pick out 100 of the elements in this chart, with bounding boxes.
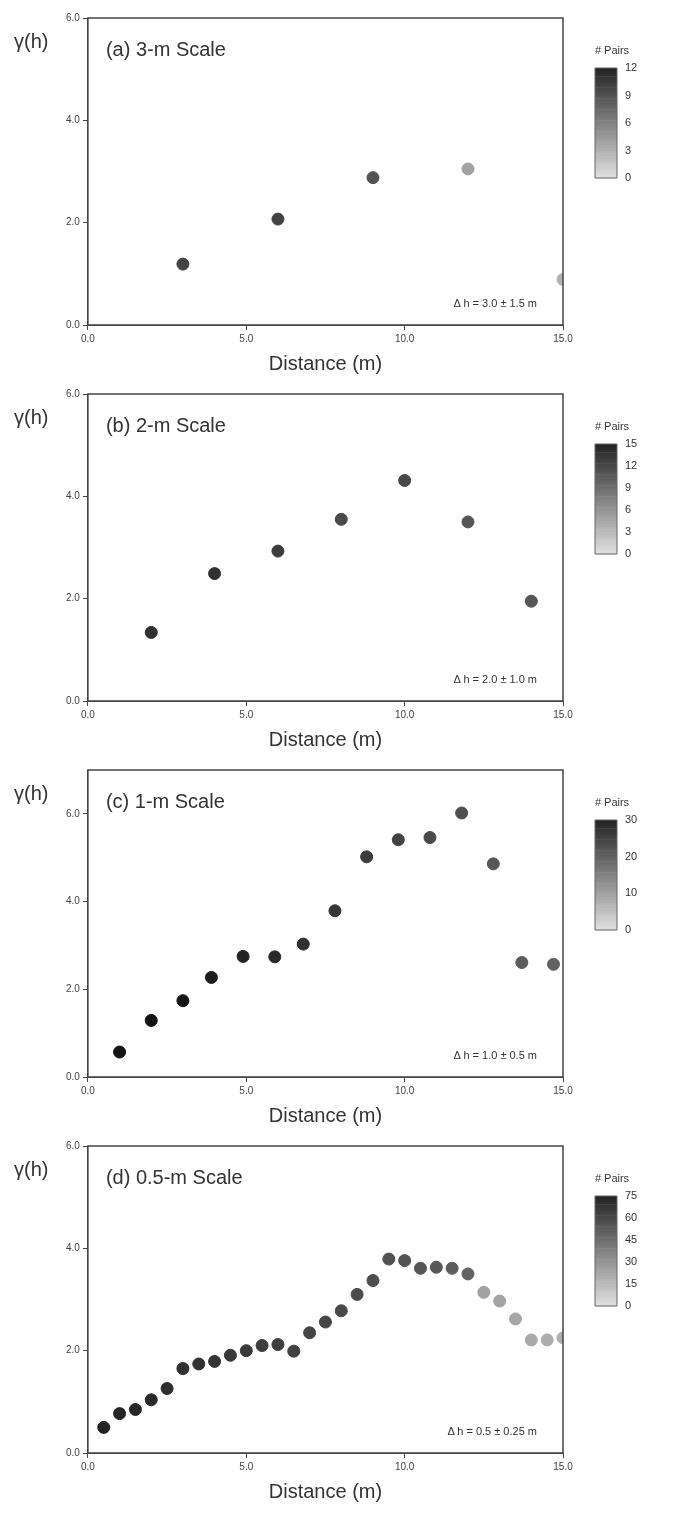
y-tick-label: 6.0	[66, 1139, 81, 1151]
point	[144, 625, 158, 639]
color-bar-label: 0	[625, 923, 632, 936]
color-bar-label: 15	[625, 437, 638, 450]
x-axis-title: Distance (m)	[268, 1103, 383, 1126]
text: (d) 0.5-m Scale	[105, 1166, 243, 1188]
y-tick-label: 4.0	[66, 1242, 81, 1254]
x-axis-title: Distance (m)	[268, 351, 383, 374]
x-tick-label: 15.0	[553, 1084, 574, 1096]
color-bar-label: 3	[625, 143, 632, 156]
y-axis-title: γ(h)	[14, 30, 49, 52]
point	[176, 994, 190, 1008]
color-bar-title: # Pairs	[594, 44, 630, 56]
point	[268, 950, 282, 964]
point	[398, 473, 412, 487]
y-tick-label: 6.0	[66, 11, 81, 23]
point	[461, 162, 475, 176]
x-tick-label: 15.0	[553, 332, 574, 344]
y-axis-title: γ(h)	[14, 782, 49, 804]
color-bar-label: 12	[625, 61, 638, 74]
y-tick-label: 6.0	[66, 387, 81, 399]
point	[366, 171, 380, 185]
point	[236, 949, 250, 963]
y-tick-label: 0.0	[66, 694, 81, 706]
point	[208, 567, 222, 581]
annotation: Δ h = 0.5 ± 0.25 m	[447, 1425, 537, 1437]
color-bar-label: 0	[625, 1299, 632, 1312]
annotation: Δ h = 1.0 ± 0.5 m	[453, 1049, 537, 1061]
color-bar-label: 6	[625, 116, 632, 129]
y-tick-label: 0.0	[66, 1070, 81, 1082]
x-tick-label: 5.0	[239, 332, 254, 344]
point	[97, 1420, 111, 1434]
x-tick-label: 0.0	[80, 708, 96, 720]
point	[334, 512, 348, 526]
point	[328, 904, 342, 918]
color-bar-label: 0	[625, 547, 632, 560]
annotation: Δ h = 3.0 ± 1.5 m	[453, 297, 537, 309]
point	[461, 515, 475, 529]
point	[239, 1344, 253, 1358]
point	[455, 806, 469, 820]
point	[271, 544, 285, 558]
x-tick-label: 10.0	[394, 1460, 415, 1472]
x-tick-label: 15.0	[553, 1460, 574, 1472]
point	[360, 850, 374, 864]
point	[255, 1339, 269, 1353]
text: (c) 1-m Scale	[105, 790, 225, 812]
x-tick-label: 10.0	[394, 332, 415, 344]
color-bar-title: # Pairs	[594, 796, 630, 808]
x-axis-title: Distance (m)	[268, 727, 383, 750]
point	[144, 1013, 158, 1027]
text: (a) 3-m Scale	[105, 38, 226, 60]
point	[508, 1312, 522, 1326]
x-tick-label: 0.0	[80, 332, 96, 344]
x-tick-label: 0.0	[80, 1084, 96, 1096]
x-tick-label: 15.0	[553, 708, 574, 720]
color-bar-title: # Pairs	[594, 1172, 630, 1184]
color-bar-label: 45	[625, 1233, 638, 1246]
point	[128, 1403, 142, 1417]
y-tick-label: 0.0	[66, 318, 81, 330]
point	[547, 957, 560, 971]
point	[113, 1407, 127, 1421]
y-tick-label: 2.0	[66, 1344, 81, 1356]
point	[391, 833, 405, 847]
point	[176, 1362, 190, 1376]
point	[524, 1333, 538, 1347]
point	[413, 1261, 427, 1275]
color-bar-label: 15	[625, 1277, 638, 1290]
y-tick-label: 2.0	[66, 216, 81, 228]
point	[208, 1354, 222, 1368]
y-tick-label: 4.0	[66, 895, 81, 907]
color-bar-label: 12	[625, 459, 638, 472]
point	[318, 1315, 332, 1329]
point	[461, 1267, 475, 1281]
point	[192, 1357, 206, 1371]
color-bar-label: 6	[625, 503, 632, 516]
point	[423, 831, 437, 845]
color-bar-label: 30	[625, 1255, 638, 1268]
point	[303, 1326, 317, 1340]
point	[160, 1382, 174, 1396]
color-bar-label: 60	[625, 1211, 638, 1224]
point	[223, 1348, 237, 1362]
color-bar-label: 75	[625, 1189, 638, 1202]
y-axis-title: γ(h)	[14, 406, 49, 428]
point	[271, 1338, 285, 1352]
point	[287, 1344, 301, 1358]
point	[445, 1261, 459, 1275]
point	[493, 1294, 507, 1308]
point	[382, 1252, 396, 1266]
point	[350, 1287, 364, 1301]
x-tick-label: 10.0	[394, 708, 415, 720]
point	[524, 594, 538, 608]
color-bar-label: 10	[625, 886, 638, 899]
color-bar-label: 20	[625, 849, 638, 862]
point	[540, 1333, 554, 1347]
annotation: Δ h = 2.0 ± 1.0 m	[453, 673, 537, 685]
color-bar-label: 30	[625, 813, 638, 826]
y-tick-label: 4.0	[66, 490, 81, 502]
y-tick-label: 6.0	[66, 807, 81, 819]
point	[429, 1260, 443, 1274]
color-bar-label: 0	[625, 171, 632, 184]
